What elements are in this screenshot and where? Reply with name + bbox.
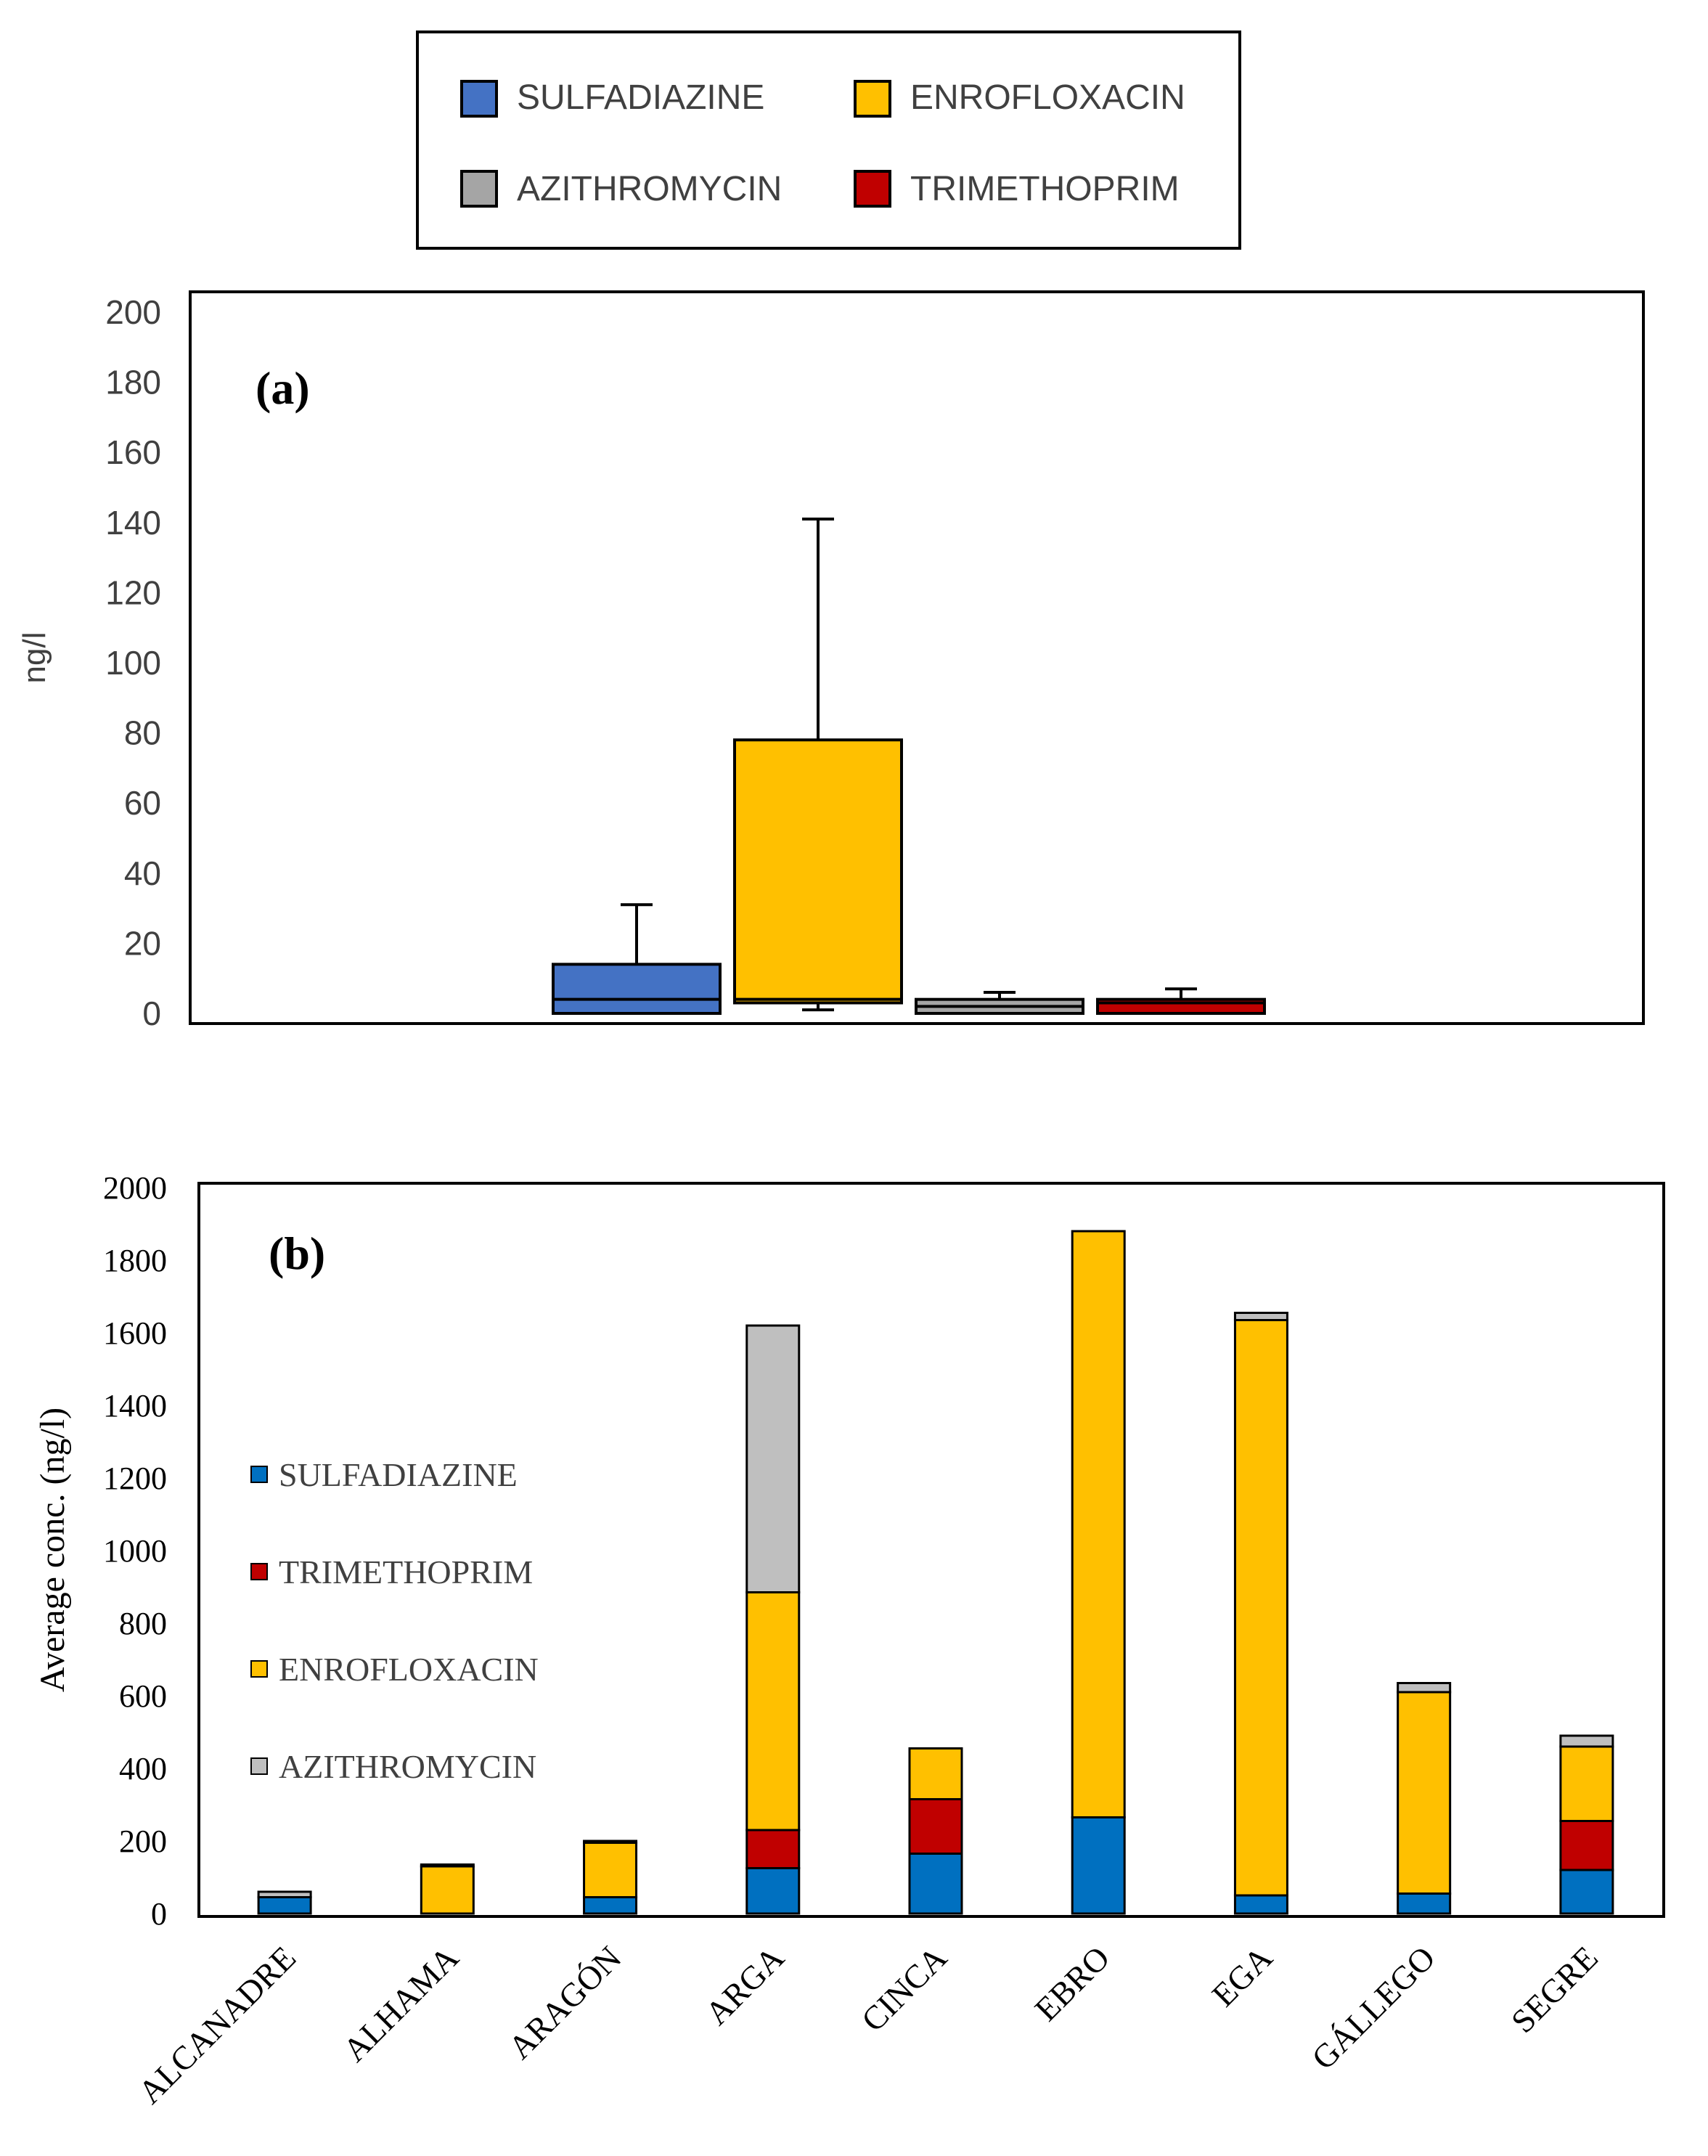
- panel-b-y-tick-1600: 1600: [103, 1315, 167, 1351]
- panel-a-y-axis-label: ng/l: [17, 632, 52, 684]
- panel-a-box-enrofloxacin: [733, 738, 903, 1005]
- panel-b-bars: [257, 1230, 1614, 1915]
- panel-b-y-tick-1200: 1200: [103, 1461, 167, 1496]
- panel-a: (a) ng/l 0 20 40 60 80 100 120 140 160 180 200: [17, 290, 1645, 1032]
- panel-a-y-tick-120: 120: [105, 573, 161, 611]
- panel-b-bar-alcanadre-sulfadiazine: [257, 1896, 312, 1915]
- panel-b-bar-aragon-sulfadiazine: [583, 1896, 638, 1915]
- panel-b-bar-aragon-enrofloxacin: [583, 1842, 638, 1898]
- legend-swatch-enrofloxacin: [854, 80, 891, 118]
- panel-b-bar-segre-enrofloxacin: [1559, 1745, 1614, 1822]
- panel-b-y-tick-800: 800: [119, 1606, 167, 1641]
- panel-b-x-label-alcanadre: ALCANADRE: [131, 1939, 303, 2111]
- panel-a-y-tick-20: 20: [124, 924, 161, 962]
- top-legend-frame: [416, 30, 1241, 250]
- panel-b-bar-alhama-enrofloxacin: [420, 1865, 475, 1915]
- panel-a-plot-frame: [189, 290, 1645, 1025]
- panel-b-y-axis-label: Average conc. (ng/l): [33, 1408, 72, 1692]
- panel-b-x-label-aragon: ARAGÓN: [501, 1939, 628, 2066]
- panel-b-bar-ebro-sulfadiazine: [1071, 1816, 1126, 1915]
- panel-b-bar-alcanadre-azithromycin: [257, 1890, 312, 1898]
- panel-b-bar-gallego-azithromycin: [1397, 1682, 1452, 1694]
- panel-a-y-tick-0: 0: [142, 995, 161, 1032]
- legend-swatch-trimethoprim: [854, 170, 891, 208]
- panel-b-bar-arga-sulfadiazine: [745, 1867, 801, 1915]
- panel-a-y-tick-180: 180: [105, 364, 161, 401]
- panel-b-x-label-ega: EGA: [1205, 1939, 1280, 2014]
- legend-label-trimethoprim: TRIMETHOPRIM: [910, 170, 1180, 208]
- panel-b-y-tick-600: 600: [119, 1678, 167, 1714]
- panel-b-legend-swatch-trimethoprim: [250, 1563, 268, 1580]
- panel-b-x-label-cinca: CINCA: [854, 1939, 954, 2038]
- panel-b-bar-ega-sulfadiazine: [1233, 1894, 1288, 1915]
- legend-label-enrofloxacin: ENROFLOXACIN: [910, 78, 1185, 117]
- panel-b-bar-segre-sulfadiazine: [1559, 1869, 1614, 1915]
- panel-b-y-tick-0: 0: [151, 1896, 167, 1932]
- panel-a-y-tick-100: 100: [105, 644, 161, 682]
- panel-b-x-label-arga: ARGA: [698, 1939, 791, 2032]
- panel-b-legend-swatch-sulfadiazine: [250, 1466, 268, 1483]
- panel-a-y-tick-80: 80: [124, 714, 161, 752]
- panel-a-boxes: [552, 517, 1266, 1016]
- panel-b-legend-label-enrofloxacin: ENROFLOXACIN: [279, 1651, 539, 1688]
- panel-a-label: (a): [256, 362, 310, 414]
- panel-b-legend-swatch-azithromycin: [250, 1757, 268, 1775]
- panel-a-y-tick-160: 160: [105, 433, 161, 471]
- panel-a-y-tick-140: 140: [105, 504, 161, 542]
- panel-b-x-label-segre: SEGRE: [1504, 1939, 1605, 2040]
- panel-b-bar-cinca-sulfadiazine: [908, 1853, 963, 1915]
- panel-b-y-tick-200: 200: [119, 1824, 167, 1859]
- panel-b-bar-segre-trimethoprim: [1559, 1820, 1614, 1871]
- panel-a-y-tick-200: 200: [105, 293, 161, 331]
- legend-swatch-azithromycin: [460, 170, 498, 208]
- legend-label-azithromycin: AZITHROMYCIN: [517, 170, 782, 208]
- panel-b-x-labels: ALCANADRE ALHAMA ARAGÓN ARGA CINCA EBRO EGA GÁL…: [131, 1939, 1605, 2111]
- panel-b-legend-label-sulfadiazine: SULFADIAZINE: [279, 1456, 518, 1493]
- legend-swatch-sulfadiazine: [460, 80, 498, 118]
- panel-b-bar-ega-azithromycin: [1233, 1312, 1288, 1321]
- panel-b-bar-arga-trimethoprim: [745, 1829, 801, 1869]
- panel-b-bar-cinca-enrofloxacin: [908, 1747, 963, 1800]
- panel-b-y-tick-1000: 1000: [103, 1533, 167, 1569]
- panel-b-x-label-ebro: EBRO: [1027, 1939, 1116, 2028]
- top-legend: SULFADIAZINE ENROFLOXACIN AZITHROMYCIN T…: [416, 30, 1241, 250]
- panel-a-y-ticks: 0 20 40 60 80 100 120 140 160 180 200: [105, 293, 161, 1032]
- panel-b-y-ticks: 0 200 400 600 800 1000 1200 1400 1600 1800 2000: [103, 1170, 167, 1932]
- panel-b-y-tick-1800: 1800: [103, 1243, 167, 1278]
- panel-b-x-label-gallego: GÁLLEGO: [1304, 1939, 1442, 2077]
- panel-b: (b) Average conc. (ng/l) 0 200 400 600 800 10…: [33, 1170, 1665, 2111]
- panel-b-bar-gallego-enrofloxacin: [1397, 1691, 1452, 1895]
- panel-b-legend: SULFADIAZINE TRIMETHOPRIM ENROFLOXACIN A…: [250, 1456, 539, 1785]
- panel-a-y-tick-40: 40: [124, 854, 161, 892]
- panel-b-bar-aragon-azithromycin: [583, 1839, 638, 1844]
- panel-b-x-label-alhama: ALHAMA: [336, 1939, 466, 2069]
- panel-a-y-tick-60: 60: [124, 784, 161, 822]
- panel-b-bar-arga-azithromycin: [745, 1324, 801, 1593]
- panel-b-y-tick-1400: 1400: [103, 1388, 167, 1424]
- panel-b-bar-arga-enrofloxacin: [745, 1591, 801, 1832]
- panel-b-y-tick-400: 400: [119, 1751, 167, 1787]
- panel-b-legend-label-trimethoprim: TRIMETHOPRIM: [279, 1553, 533, 1591]
- panel-b-bar-ega-enrofloxacin: [1233, 1319, 1288, 1897]
- panel-b-legend-label-azithromycin: AZITHROMYCIN: [279, 1748, 536, 1785]
- panel-b-bar-alhama-azithromycin: [420, 1863, 475, 1868]
- panel-b-bar-ebro-enrofloxacin: [1071, 1230, 1126, 1818]
- panel-b-bar-segre-azithromycin: [1559, 1734, 1614, 1748]
- panel-a-box-sulfadiazine: [552, 963, 722, 1016]
- panel-b-legend-swatch-enrofloxacin: [250, 1660, 268, 1678]
- panel-b-bar-gallego-sulfadiazine: [1397, 1892, 1452, 1915]
- legend-label-sulfadiazine: SULFADIAZINE: [517, 78, 764, 117]
- panel-b-y-tick-2000: 2000: [103, 1170, 167, 1206]
- panel-b-label: (b): [269, 1228, 325, 1279]
- panel-b-bar-cinca-trimethoprim: [908, 1798, 963, 1855]
